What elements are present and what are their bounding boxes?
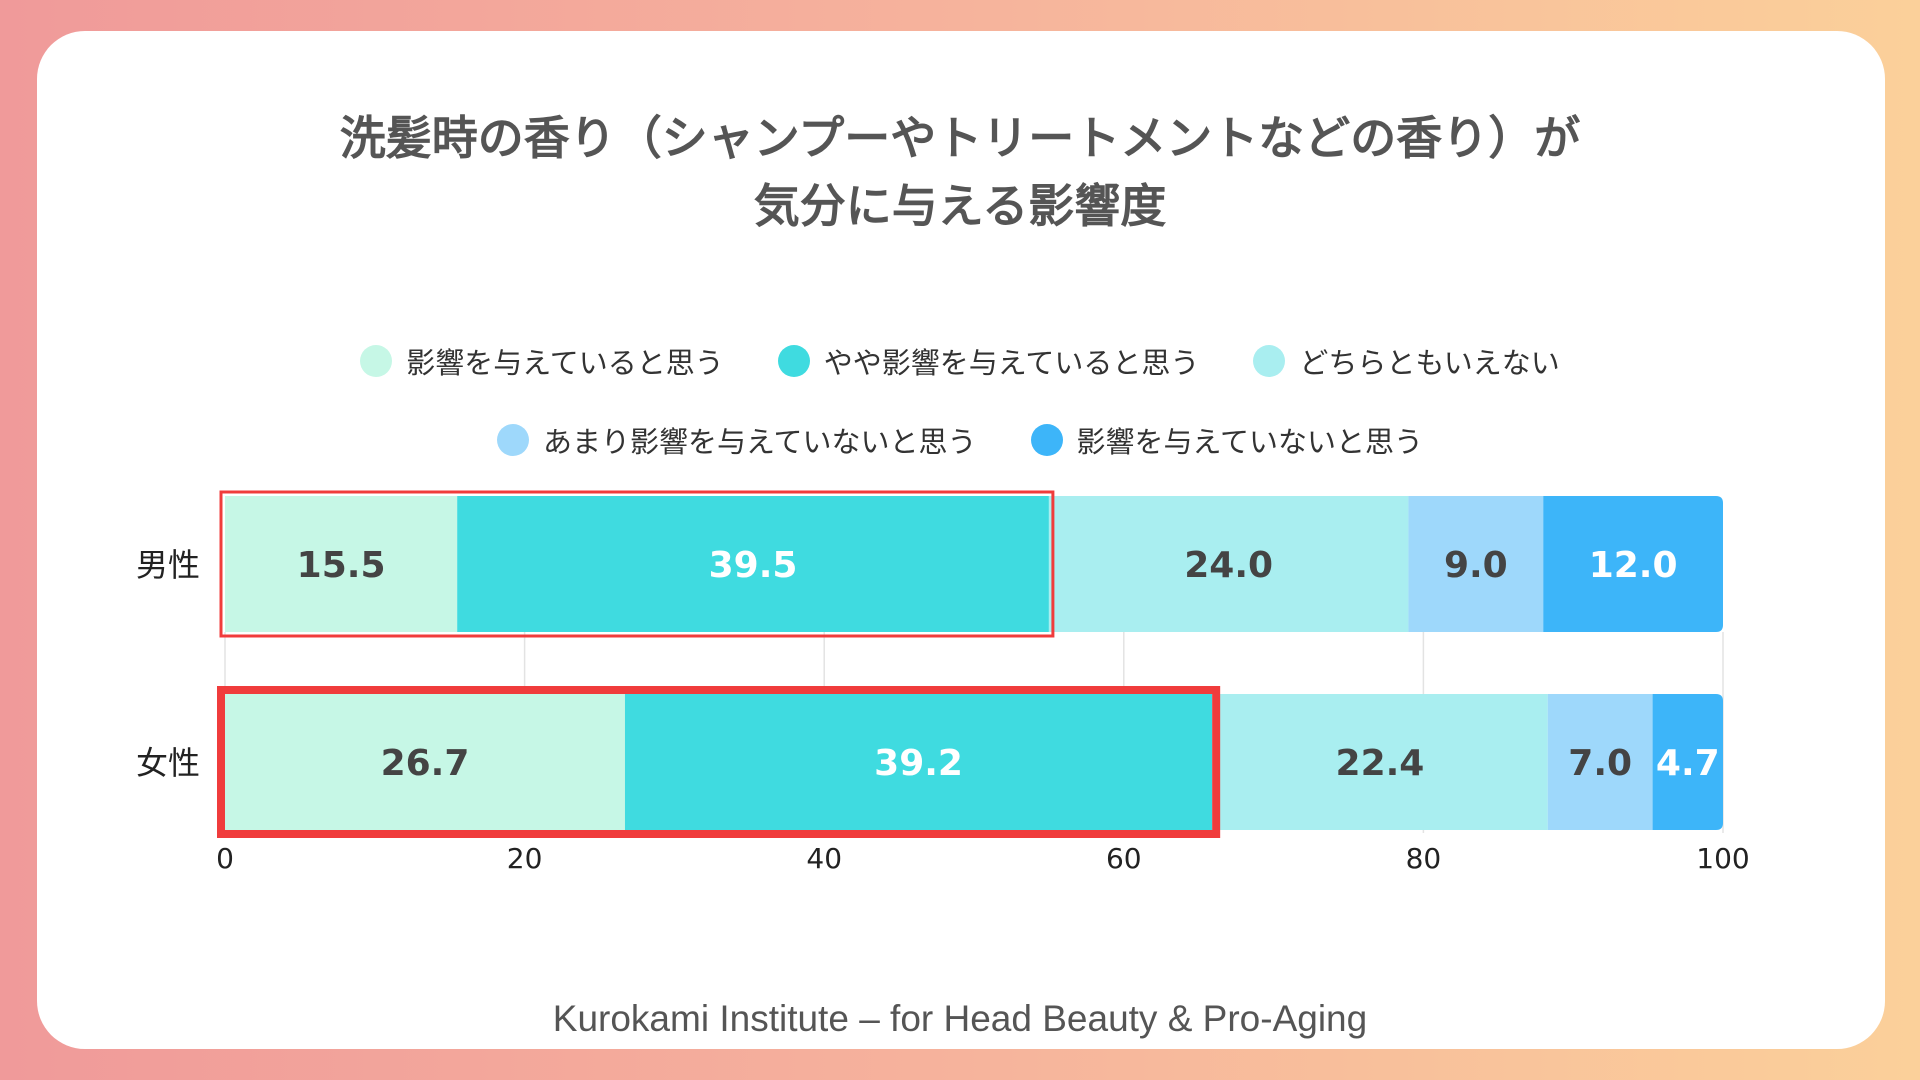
data-label: 39.2 (874, 743, 963, 784)
bar-segment (457, 496, 1049, 632)
footer-credit: Kurokami Institute – for Head Beauty & P… (552, 998, 1368, 1039)
x-tick-label: 20 (507, 842, 543, 875)
legend-swatch (777, 345, 810, 377)
chart-title-line-1: 洗髪時の香り（シャンプーやトリートメントなどの香り）が (339, 111, 1581, 165)
legend-label: 影響を与えていると思う (406, 346, 724, 380)
data-label: 22.4 (1336, 743, 1425, 784)
bar-segment (1543, 496, 1723, 632)
category-label: 女性 (136, 744, 200, 782)
legend-label: どちらともいえない (1299, 346, 1560, 380)
highlight-box (217, 686, 1221, 838)
chart-title-line-2: 気分に与える影響度 (753, 179, 1167, 233)
data-label: 26.7 (381, 743, 470, 784)
category-label: 男性 (136, 546, 200, 584)
bar-segment (1547, 694, 1653, 830)
legend-item: 影響を与えていると思う (360, 340, 724, 382)
bar-segment (1408, 496, 1544, 632)
legend-item: やや影響を与えていると思う (777, 340, 1200, 382)
data-label: 15.5 (297, 545, 386, 586)
legend-item: あまり影響を与えていないと思う (496, 419, 977, 461)
x-tick-label: 0 (216, 842, 234, 875)
legend-row-2: あまり影響を与えていないと思う 影響を与えていないと思う (0, 419, 1920, 461)
data-label: 39.5 (709, 545, 798, 586)
legend-item: 影響を与えていないと思う (1030, 419, 1424, 461)
x-tick-label: 60 (1106, 842, 1142, 875)
legend-label: あまり影響を与えていないと思う (542, 425, 977, 459)
legend-label: やや影響を与えていると思う (823, 346, 1200, 380)
bar-segment (1652, 694, 1723, 830)
data-label: 9.0 (1444, 545, 1508, 586)
legend-row-1: 影響を与えていると思う やや影響を与えていると思う どちらともいえない (0, 340, 1920, 382)
x-tick-label: 80 (1406, 842, 1442, 875)
legend-swatch (496, 424, 529, 456)
bar-segment (624, 694, 1213, 830)
data-label: 24.0 (1184, 545, 1273, 586)
chart-title: 洗髪時の香り（シャンプーやトリートメントなどの香り）が 気分に与える影響度 (0, 104, 1920, 240)
data-label: 12.0 (1589, 545, 1678, 586)
legend-item: どちらともいえない (1253, 340, 1560, 382)
bar-segment (225, 694, 625, 830)
x-tick-label: 100 (1696, 842, 1749, 875)
legend-swatch (1253, 345, 1286, 377)
bar-segment (225, 496, 458, 632)
bar-segment (1048, 496, 1409, 632)
legend-swatch (360, 345, 393, 377)
x-tick-label: 40 (806, 842, 842, 875)
bar-segment (1212, 694, 1548, 830)
legend-swatch (1030, 424, 1063, 456)
data-label: 7.0 (1568, 743, 1632, 784)
highlight-box (219, 490, 1055, 638)
data-label: 4.7 (1656, 743, 1720, 784)
legend-label: 影響を与えていないと思う (1076, 425, 1424, 459)
